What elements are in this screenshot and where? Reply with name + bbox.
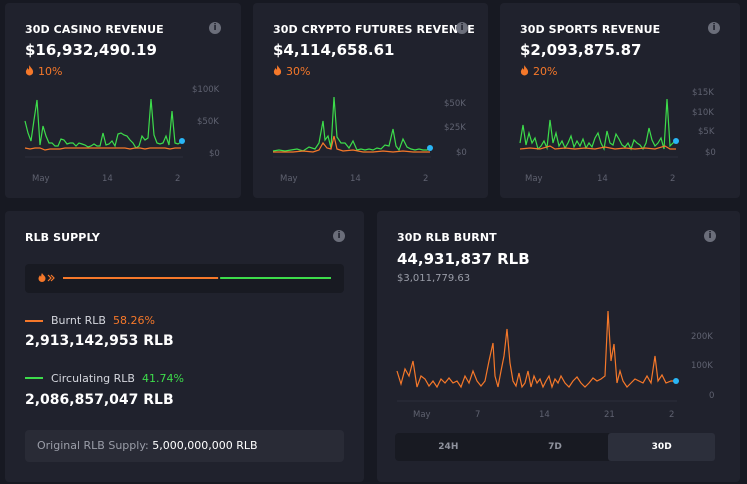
tab-30d[interactable]: 30D bbox=[608, 433, 716, 461]
rlb-burnt-usd: $3,011,779.63 bbox=[397, 273, 471, 284]
crypto-futures-revenue-title: 30D CRYPTO FUTURES REVENUE bbox=[273, 23, 475, 36]
crypto-y-tick: $25K bbox=[444, 123, 466, 133]
flame-arrows-icon bbox=[38, 273, 55, 282]
burnt-x-tick: 21 bbox=[604, 410, 615, 420]
info-icon[interactable]: i bbox=[708, 22, 720, 34]
sports-y-tick: $0 bbox=[705, 148, 716, 158]
sports-chart-endpoint bbox=[673, 138, 679, 144]
sports-y-tick: $15K bbox=[692, 88, 714, 98]
casino-revenue-title: 30D CASINO REVENUE bbox=[25, 23, 164, 36]
casino-y-tick: $100K bbox=[192, 85, 220, 95]
casino-revenue-chart: $100K $50K $0 May 14 2 bbox=[24, 85, 220, 184]
burnt-orange-line bbox=[396, 310, 675, 389]
sports-orange-line bbox=[519, 145, 676, 150]
flame-icon bbox=[273, 65, 282, 76]
sports-y-tick: $10K bbox=[692, 108, 714, 118]
sports-revenue-chart: $15K $10K $5K $0 May 14 2 bbox=[519, 88, 716, 184]
info-icon[interactable]: i bbox=[209, 22, 221, 34]
casino-orange-line bbox=[24, 147, 181, 151]
circulating-legend: Circulating RLB 41.74% bbox=[51, 372, 184, 385]
info-icon[interactable]: i bbox=[456, 22, 468, 34]
original-supply-value: 5,000,000,000 RLB bbox=[152, 439, 258, 452]
burnt-x-tick: 2 bbox=[669, 410, 674, 420]
rlb-supply-card: RLB SUPPLY i Burnt RLB 58.26% 2,913,142,… bbox=[5, 211, 364, 482]
info-icon[interactable]: i bbox=[704, 230, 716, 242]
burnt-y-tick: 0 bbox=[709, 391, 714, 401]
info-icon[interactable]: i bbox=[333, 230, 345, 242]
tab-24h[interactable]: 24H bbox=[438, 442, 459, 452]
casino-revenue-card: 30D CASINO REVENUE i $16,932,490.19 10% … bbox=[5, 3, 241, 198]
original-supply-box: Original RLB Supply: 5,000,000,000 RLB bbox=[25, 430, 344, 462]
casino-y-tick: $0 bbox=[209, 149, 220, 159]
burnt-y-tick: 100K bbox=[691, 361, 713, 371]
original-supply-label: Original RLB Supply: bbox=[37, 439, 149, 452]
crypto-chart-endpoint bbox=[427, 145, 433, 151]
burnt-y-tick: 200K bbox=[691, 332, 713, 342]
flame-icon bbox=[520, 65, 529, 76]
rlb-burnt-card: 30D RLB BURNT i 44,931,837 RLB $3,011,77… bbox=[377, 211, 740, 482]
casino-x-tick: 14 bbox=[102, 174, 113, 184]
burnt-rlb-value: 2,913,142,953 RLB bbox=[25, 333, 174, 349]
casino-revenue-value: $16,932,490.19 bbox=[25, 41, 157, 59]
circulating-legend-swatch bbox=[25, 377, 43, 379]
crypto-x-tick: 14 bbox=[350, 174, 361, 184]
casino-green-line bbox=[24, 98, 182, 149]
burnt-pct: 58.26% bbox=[112, 314, 155, 327]
casino-revenue-change: 10% bbox=[25, 65, 62, 78]
sports-revenue-value: $2,093,875.87 bbox=[520, 41, 642, 59]
rlb-burnt-title: 30D RLB BURNT bbox=[397, 231, 497, 244]
crypto-futures-revenue-chart: $50K $25K $0 May 14 2 bbox=[272, 96, 467, 184]
flame-icon bbox=[25, 65, 34, 76]
rlb-burnt-value: 44,931,837 RLB bbox=[397, 250, 530, 268]
burnt-chart-endpoint bbox=[673, 378, 679, 384]
burnt-legend-swatch bbox=[25, 320, 43, 322]
casino-x-tick: May bbox=[32, 174, 50, 184]
tab-7d[interactable]: 7D bbox=[548, 442, 562, 452]
casino-chart-endpoint bbox=[179, 138, 185, 144]
sports-revenue-card: 30D SPORTS REVENUE i $2,093,875.87 20% $… bbox=[500, 3, 740, 198]
burnt-x-tick: 14 bbox=[539, 410, 550, 420]
crypto-futures-revenue-card: 30D CRYPTO FUTURES REVENUE i $4,114,658.… bbox=[253, 3, 488, 198]
crypto-x-tick: May bbox=[280, 174, 298, 184]
burnt-x-tick: May bbox=[413, 410, 431, 420]
sports-revenue-title: 30D SPORTS REVENUE bbox=[520, 23, 661, 36]
rlb-supply-title: RLB SUPPLY bbox=[25, 231, 100, 244]
sports-green-line bbox=[519, 98, 677, 151]
circulating-rlb-value: 2,086,857,047 RLB bbox=[25, 392, 174, 408]
sports-revenue-change: 20% bbox=[520, 65, 557, 78]
crypto-y-tick: $0 bbox=[456, 148, 467, 158]
crypto-x-tick: 2 bbox=[423, 174, 428, 184]
casino-x-tick: 2 bbox=[175, 174, 180, 184]
burnt-legend: Burnt RLB 58.26% bbox=[51, 314, 155, 327]
circulating-pct: 41.74% bbox=[141, 372, 184, 385]
sports-x-tick: 14 bbox=[597, 174, 608, 184]
time-range-tabs: 24H 7D 30D bbox=[395, 433, 716, 461]
sports-y-tick: $5K bbox=[698, 127, 715, 137]
burnt-x-tick: 7 bbox=[475, 410, 480, 420]
casino-y-tick: $50K bbox=[197, 117, 219, 127]
crypto-orange-line bbox=[273, 135, 430, 153]
rlb-burnt-chart: 200K 100K 0 May 7 14 21 2 bbox=[396, 310, 714, 420]
crypto-y-tick: $50K bbox=[444, 99, 466, 109]
supply-progress bbox=[25, 264, 344, 293]
crypto-futures-revenue-value: $4,114,658.61 bbox=[273, 41, 395, 59]
crypto-futures-revenue-change: 30% bbox=[273, 65, 310, 78]
sports-x-tick: 2 bbox=[670, 174, 675, 184]
sports-x-tick: May bbox=[525, 174, 543, 184]
supply-progress-bar bbox=[38, 273, 331, 282]
crypto-green-line bbox=[272, 96, 431, 152]
